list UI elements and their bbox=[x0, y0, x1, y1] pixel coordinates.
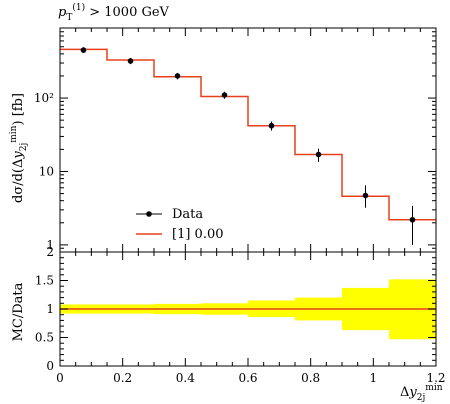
ratio-y-tick-label: 2 bbox=[46, 245, 54, 259]
legend-data-label: Data bbox=[172, 207, 203, 222]
x-tick-label: 1 bbox=[370, 371, 378, 385]
ratio-ylabel: MC/Data bbox=[11, 282, 26, 341]
ratio-y-tick-label: 0.5 bbox=[35, 331, 54, 345]
x-tick-label: 0.6 bbox=[238, 371, 257, 385]
x-axis-label: Δy2jmin bbox=[400, 383, 443, 403]
ratio-y-tick-label: 0 bbox=[46, 359, 54, 373]
legend-mc-label: [1] 0.00 bbox=[172, 227, 224, 242]
ratio-panel: 0 0.2 0.4 0.6 0.8 1 1.2 0 0.5 1 1.5 2 bbox=[35, 245, 446, 385]
x-tick-label: 1.2 bbox=[426, 371, 445, 385]
x-tick-label: 0 bbox=[56, 371, 64, 385]
data-point bbox=[221, 92, 228, 98]
main-y-tick-label: 1 bbox=[46, 238, 54, 252]
mc-step-line bbox=[60, 48, 436, 221]
data-point bbox=[174, 73, 181, 79]
main-y-tick-label: 10² bbox=[34, 91, 54, 105]
x-tick-label: 0.2 bbox=[113, 371, 132, 385]
legend: Data [1] 0.00 bbox=[136, 207, 224, 242]
data-point bbox=[409, 216, 416, 223]
main-frame-border bbox=[59, 27, 437, 253]
main-panel: 1 10 10² bbox=[34, 27, 437, 253]
ratio-y-tick-label: 1.5 bbox=[35, 274, 54, 288]
main-y-tick-label: 10 bbox=[39, 164, 54, 178]
data-point bbox=[315, 151, 322, 158]
x-tick-label: 0.4 bbox=[176, 371, 195, 385]
chart-title: pT(1) > 1000 GeV bbox=[58, 2, 170, 23]
x-tick-label: 0.8 bbox=[301, 371, 320, 385]
legend-data-marker bbox=[146, 211, 152, 217]
data-point bbox=[80, 47, 87, 53]
main-ylabel: dσ/d(Δy2jmin) [fb] bbox=[9, 93, 29, 203]
data-point bbox=[127, 58, 134, 64]
data-point bbox=[268, 122, 275, 129]
ratio-y-tick-label: 1 bbox=[46, 302, 54, 316]
data-point bbox=[362, 192, 369, 199]
